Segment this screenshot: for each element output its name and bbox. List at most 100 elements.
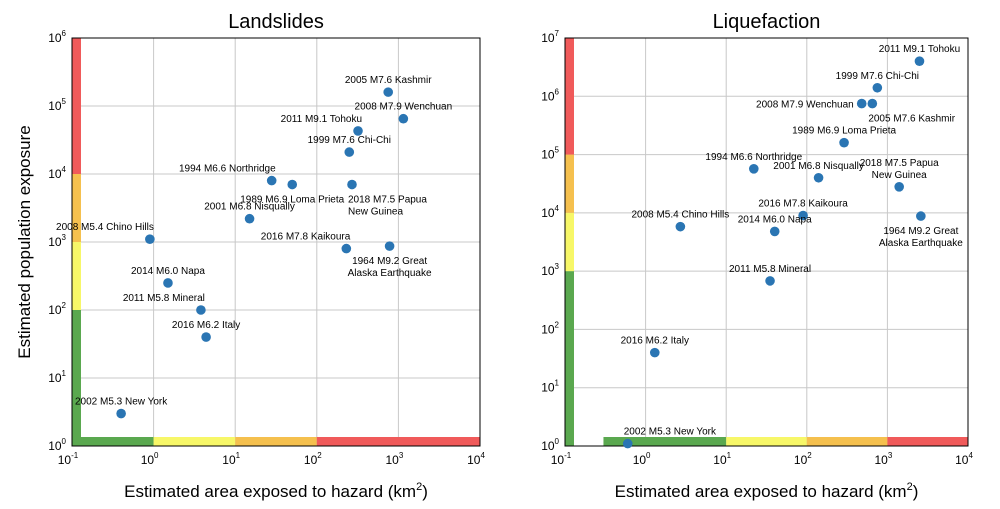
data-point-label: 2016 M7.8 Kaikoura: [758, 199, 848, 210]
data-point-label: 2011 M5.8 Mineral: [729, 264, 811, 275]
y-tick-label-exponent: 3: [62, 233, 67, 242]
data-point: [353, 126, 363, 136]
data-point: [914, 56, 925, 66]
data-point: [116, 408, 126, 419]
data-point-label: 1989 M6.9 Loma Prieta: [792, 126, 896, 137]
y-band-red: [72, 38, 81, 174]
y-tick-label: 101: [48, 369, 66, 385]
data-point: [622, 438, 633, 449]
y-band-red: [565, 38, 574, 155]
y-tick-label-base: 10: [541, 439, 555, 453]
x-tick-label: 103: [385, 451, 403, 467]
x-axis-label-exponent: 2: [416, 481, 422, 493]
y-tick-label-exponent: 2: [555, 320, 560, 329]
x-tick-label: 104: [467, 451, 485, 467]
chart-title: Liquefaction: [713, 11, 821, 33]
data-point: [839, 137, 849, 148]
data-point-label: 2014 M6.0 Napa: [131, 266, 205, 277]
data-point-label: Alaska Earthquake: [879, 238, 963, 249]
x-axis-label-exponent: 2: [907, 481, 913, 493]
data-point-label: 1989 M6.9 Loma Prieta: [240, 195, 344, 206]
y-tick-label-exponent: 1: [555, 379, 560, 388]
x-tick-label-base: 10: [633, 453, 647, 467]
y-tick-label-exponent: 7: [555, 29, 560, 38]
x-tick-label-exponent: 4: [480, 451, 485, 460]
data-point-label: 2018 M7.5 Papua: [860, 158, 939, 169]
data-point-label: 2005 M7.6 Kashmir: [868, 114, 955, 125]
plot-frame: [71, 37, 481, 447]
x-axis-label-close: ): [422, 482, 428, 501]
data-point: [266, 175, 277, 186]
data-point: [347, 179, 357, 190]
x-axis-label-text: Estimated area exposed to hazard (km: [615, 482, 907, 501]
x-tick-label-exponent: 2: [317, 451, 322, 460]
y-band-yellow: [72, 242, 81, 310]
y-tick-label: 105: [48, 97, 66, 113]
x-tick-label-base: 10: [141, 453, 155, 467]
data-point: [894, 181, 904, 192]
x-tick-label-exponent: 4: [968, 451, 973, 460]
y-tick-label-base: 10: [541, 381, 555, 395]
y-tick-label: 102: [48, 301, 66, 317]
y-tick-label-base: 10: [541, 206, 555, 220]
y-tick-label: 102: [541, 320, 559, 336]
x-tick-label: 100: [141, 451, 159, 467]
y-tick-label-base: 10: [541, 264, 555, 278]
y-band-orange: [72, 174, 81, 242]
x-tick-label: 100: [633, 451, 651, 467]
y-tick-label: 107: [541, 29, 559, 45]
data-point: [867, 98, 878, 109]
x-tick-label-exponent: 2: [807, 451, 812, 460]
y-axis-label: Estimated population exposure: [15, 125, 34, 358]
data-point-label: 1999 M7.6 Chi-Chi: [836, 71, 919, 82]
x-tick-label-base: 10: [713, 453, 727, 467]
x-tick-label-exponent: 0: [154, 451, 159, 460]
x-tick-label-base: 10: [551, 453, 565, 467]
data-point: [872, 82, 883, 93]
x-band-orange: [235, 437, 317, 446]
data-point-label: 2011 M9.1 Tohoku: [879, 44, 960, 55]
data-point: [145, 234, 155, 244]
data-point-label: 1999 M7.6 Chi-Chi: [308, 135, 391, 146]
x-axis-label: Estimated area exposed to hazard (km2): [124, 481, 428, 501]
data-point-label: 2002 M5.3 New York: [75, 397, 168, 408]
y-tick-label-exponent: 1: [62, 369, 67, 378]
x-tick-label-exponent: 3: [399, 451, 404, 460]
y-tick-label-base: 10: [48, 31, 62, 45]
data-point: [398, 113, 409, 124]
x-tick-label-base: 10: [385, 453, 399, 467]
y-tick-label: 103: [541, 262, 559, 278]
y-tick-label-exponent: 4: [555, 204, 560, 213]
x-band-green: [603, 437, 727, 446]
y-band-green: [565, 271, 574, 446]
y-tick-label-exponent: 3: [555, 262, 560, 271]
x-tick-label-exponent: -1: [564, 451, 572, 460]
data-point: [813, 172, 824, 183]
x-tick-label-exponent: 1: [236, 451, 241, 460]
y-tick-label-exponent: 4: [62, 165, 67, 174]
y-tick-label-base: 10: [48, 371, 62, 385]
y-tick-label-base: 10: [48, 303, 62, 317]
data-point-label: 2001 M6.8 Nisqually: [204, 202, 295, 213]
y-tick-label: 100: [48, 437, 66, 453]
data-point-label: 2018 M7.5 Papua: [348, 195, 427, 206]
y-tick-label-base: 10: [541, 148, 555, 162]
data-point: [798, 210, 808, 221]
data-point: [383, 87, 394, 97]
x-tick-label-base: 10: [222, 453, 236, 467]
y-band-orange: [565, 154, 574, 213]
y-tick-label: 103: [48, 233, 66, 249]
data-point: [769, 226, 780, 237]
data-point-label: 2008 M7.9 Wenchuan: [756, 100, 854, 111]
y-tick-label-base: 10: [48, 235, 62, 249]
x-tick-label: 104: [955, 451, 973, 467]
y-band-yellow: [565, 212, 574, 272]
data-point: [675, 221, 686, 232]
y-tick-label-exponent: 0: [62, 437, 67, 446]
data-point-label: New Guinea: [348, 207, 403, 218]
data-point-label: New Guinea: [872, 170, 927, 181]
y-tick-label: 106: [541, 87, 559, 103]
data-point: [196, 305, 206, 315]
